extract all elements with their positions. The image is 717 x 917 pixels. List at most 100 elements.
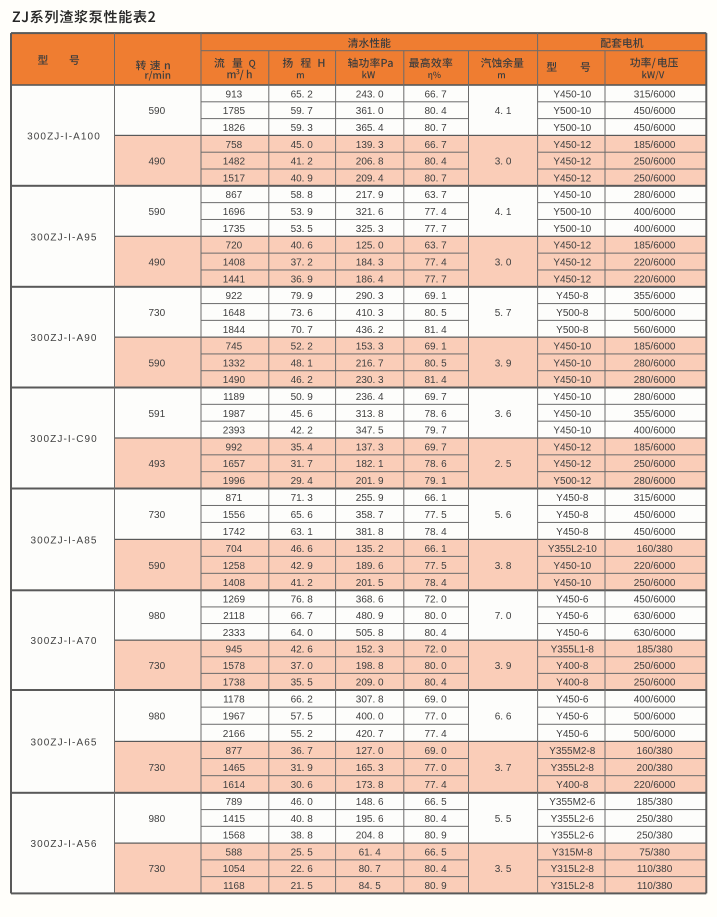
svg-text:40. 9: 40. 9 <box>291 173 314 184</box>
svg-text:300ZJ-I-A56: 300ZJ-I-A56 <box>30 839 97 850</box>
svg-text:3. 9: 3. 9 <box>495 358 512 369</box>
svg-text:5. 7: 5. 7 <box>495 308 512 319</box>
svg-text:300ZJ-I-A70: 300ZJ-I-A70 <box>30 636 97 647</box>
svg-text:46. 2: 46. 2 <box>291 375 314 386</box>
svg-text:77. 0: 77. 0 <box>424 763 447 774</box>
svg-text:195. 6: 195. 6 <box>356 814 384 825</box>
svg-text:Y450-6: Y450-6 <box>556 695 589 706</box>
svg-text:80. 4: 80. 4 <box>424 814 447 825</box>
svg-text:61. 4: 61. 4 <box>359 848 382 859</box>
svg-text:81. 4: 81. 4 <box>424 325 447 336</box>
svg-text:Y450-8: Y450-8 <box>556 510 589 521</box>
svg-text:493: 493 <box>148 459 165 470</box>
svg-text:630/6000: 630/6000 <box>634 611 676 622</box>
svg-text:Y450-10: Y450-10 <box>553 392 591 403</box>
svg-text:46. 6: 46. 6 <box>291 544 314 555</box>
svg-text:Y500-10: Y500-10 <box>553 207 591 218</box>
svg-text:1054: 1054 <box>223 864 246 875</box>
svg-text:321. 6: 321. 6 <box>356 207 384 218</box>
svg-text:Y500-10: Y500-10 <box>553 224 591 235</box>
svg-text:867: 867 <box>226 190 243 201</box>
svg-text:152. 3: 152. 3 <box>356 645 384 656</box>
svg-text:165. 3: 165. 3 <box>356 763 384 774</box>
svg-text:1556: 1556 <box>223 510 246 521</box>
svg-text:220/6000: 220/6000 <box>634 274 676 285</box>
svg-text:300ZJ-I-A95: 300ZJ-I-A95 <box>30 232 97 243</box>
svg-text:1742: 1742 <box>223 527 246 538</box>
svg-text:45. 6: 45. 6 <box>291 409 314 420</box>
svg-text:37. 2: 37. 2 <box>291 258 314 269</box>
svg-text:209. 4: 209. 4 <box>356 173 384 184</box>
svg-text:250/6000: 250/6000 <box>634 678 676 689</box>
svg-text:250/6000: 250/6000 <box>634 173 676 184</box>
svg-text:591: 591 <box>148 409 165 420</box>
svg-text:1258: 1258 <box>223 561 246 572</box>
svg-text:5. 6: 5. 6 <box>495 510 512 521</box>
svg-text:590: 590 <box>148 561 165 572</box>
svg-text:704: 704 <box>226 544 243 555</box>
svg-text:420. 7: 420. 7 <box>356 729 384 740</box>
svg-text:75/380: 75/380 <box>639 848 670 859</box>
svg-text:80. 9: 80. 9 <box>424 881 447 892</box>
svg-text:66. 1: 66. 1 <box>424 544 447 555</box>
svg-text:230. 3: 230. 3 <box>356 375 384 386</box>
svg-text:3. 5: 3. 5 <box>495 864 512 875</box>
svg-text:4. 1: 4. 1 <box>495 207 512 218</box>
svg-text:Y450-10: Y450-10 <box>553 89 591 100</box>
svg-text:36. 7: 36. 7 <box>291 746 314 757</box>
svg-text:53. 9: 53. 9 <box>291 207 314 218</box>
svg-text:Y355M2-6: Y355M2-6 <box>549 797 596 808</box>
svg-text:6. 6: 6. 6 <box>495 712 512 723</box>
svg-text:80. 5: 80. 5 <box>424 358 447 369</box>
svg-text:80. 5: 80. 5 <box>424 308 447 319</box>
svg-text:Y450-8: Y450-8 <box>556 493 589 504</box>
svg-text:160/380: 160/380 <box>637 544 674 555</box>
svg-text:1996: 1996 <box>223 476 246 487</box>
svg-text:255. 9: 255. 9 <box>356 493 384 504</box>
svg-text:80. 7: 80. 7 <box>424 173 447 184</box>
svg-text:450/6000: 450/6000 <box>634 106 676 117</box>
svg-text:80. 4: 80. 4 <box>424 678 447 689</box>
svg-text:992: 992 <box>226 442 243 453</box>
svg-text:25. 5: 25. 5 <box>291 848 314 859</box>
svg-text:220/6000: 220/6000 <box>634 780 676 791</box>
svg-text:Y315M-8: Y315M-8 <box>552 848 593 859</box>
svg-text:59. 7: 59. 7 <box>291 106 314 117</box>
svg-text:48. 1: 48. 1 <box>291 358 314 369</box>
svg-text:66. 7: 66. 7 <box>424 89 447 100</box>
svg-text:381. 8: 381. 8 <box>356 527 384 538</box>
svg-text:77. 5: 77. 5 <box>424 561 447 572</box>
svg-text:Y450-10: Y450-10 <box>553 358 591 369</box>
svg-text:125. 0: 125. 0 <box>356 241 384 252</box>
svg-text:78. 4: 78. 4 <box>424 527 447 538</box>
svg-text:313. 8: 313. 8 <box>356 409 384 420</box>
svg-text:Y450-6: Y450-6 <box>556 595 589 606</box>
svg-text:1657: 1657 <box>223 459 246 470</box>
svg-text:758: 758 <box>226 140 243 151</box>
svg-text:Y355L2-10: Y355L2-10 <box>548 544 597 555</box>
svg-text:55. 2: 55. 2 <box>291 729 314 740</box>
svg-text:630/6000: 630/6000 <box>634 628 676 639</box>
svg-text:745: 745 <box>226 342 243 353</box>
svg-text:1189: 1189 <box>223 392 245 403</box>
svg-text:Y400-8: Y400-8 <box>556 780 589 791</box>
svg-text:Y450-8: Y450-8 <box>556 527 589 538</box>
svg-text:69. 0: 69. 0 <box>424 746 447 757</box>
svg-text:185/380: 185/380 <box>637 797 674 808</box>
svg-text:79. 7: 79. 7 <box>424 426 447 437</box>
svg-text:Y450-10: Y450-10 <box>553 409 591 420</box>
svg-text:135. 2: 135. 2 <box>356 544 384 555</box>
svg-text:69. 0: 69. 0 <box>424 695 447 706</box>
svg-text:42. 9: 42. 9 <box>291 561 314 572</box>
svg-text:355/6000: 355/6000 <box>634 409 676 420</box>
svg-text:72. 0: 72. 0 <box>424 645 447 656</box>
svg-text:63. 7: 63. 7 <box>424 190 447 201</box>
svg-text:400/6000: 400/6000 <box>634 695 676 706</box>
svg-text:1568: 1568 <box>223 831 246 842</box>
svg-text:980: 980 <box>148 611 165 622</box>
svg-text:Y450-6: Y450-6 <box>556 611 589 622</box>
svg-text:Y450-10: Y450-10 <box>553 342 591 353</box>
svg-text:66. 7: 66. 7 <box>424 140 447 151</box>
svg-text:80. 0: 80. 0 <box>424 611 447 622</box>
svg-text:36. 9: 36. 9 <box>291 274 314 285</box>
